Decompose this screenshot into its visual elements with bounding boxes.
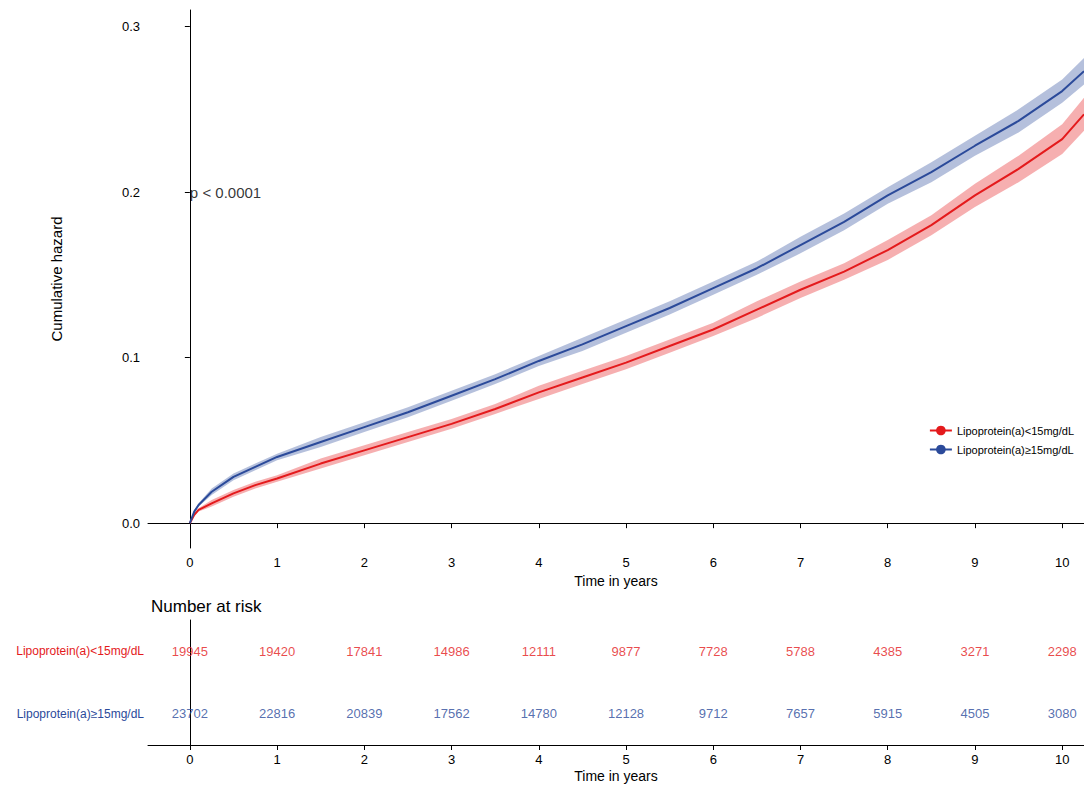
svg-text:17562: 17562 (433, 706, 469, 721)
svg-text:Lipoprotein(a)<15mg/dL: Lipoprotein(a)<15mg/dL (16, 644, 144, 658)
svg-text:6: 6 (710, 752, 717, 767)
svg-text:7: 7 (797, 752, 804, 767)
svg-text:9: 9 (971, 752, 978, 767)
svg-text:14780: 14780 (521, 706, 557, 721)
svg-text:2: 2 (361, 555, 368, 570)
svg-text:6: 6 (710, 555, 717, 570)
svg-text:Time in years: Time in years (574, 768, 658, 784)
svg-text:Lipoprotein(a)≥15mg/dL: Lipoprotein(a)≥15mg/dL (957, 444, 1074, 456)
svg-text:5: 5 (622, 555, 629, 570)
svg-text:4: 4 (535, 555, 542, 570)
svg-text:9: 9 (971, 555, 978, 570)
svg-text:Number at risk: Number at risk (151, 597, 262, 616)
svg-text:p < 0.0001: p < 0.0001 (190, 184, 261, 201)
svg-text:12128: 12128 (608, 706, 644, 721)
svg-text:19945: 19945 (172, 644, 208, 659)
svg-text:3: 3 (448, 752, 455, 767)
svg-text:5: 5 (622, 752, 629, 767)
svg-text:0.1: 0.1 (122, 350, 140, 365)
svg-text:0: 0 (186, 752, 193, 767)
svg-text:1: 1 (273, 555, 280, 570)
svg-text:2298: 2298 (1048, 644, 1077, 659)
svg-text:23702: 23702 (172, 706, 208, 721)
svg-text:10: 10 (1055, 555, 1069, 570)
svg-text:Lipoprotein(a)≥15mg/dL: Lipoprotein(a)≥15mg/dL (17, 707, 145, 721)
svg-text:4385: 4385 (873, 644, 902, 659)
svg-text:Cumulative hazard: Cumulative hazard (48, 216, 65, 341)
svg-text:1: 1 (273, 752, 280, 767)
svg-text:0.0: 0.0 (122, 516, 140, 531)
svg-text:22816: 22816 (259, 706, 295, 721)
svg-text:0.2: 0.2 (122, 185, 140, 200)
svg-text:8: 8 (884, 752, 891, 767)
svg-text:3271: 3271 (960, 644, 989, 659)
svg-text:2: 2 (361, 752, 368, 767)
svg-text:20839: 20839 (346, 706, 382, 721)
svg-text:Time in years: Time in years (574, 573, 658, 589)
svg-text:0.3: 0.3 (122, 19, 140, 34)
svg-text:19420: 19420 (259, 644, 295, 659)
svg-text:12111: 12111 (522, 644, 556, 659)
svg-text:9712: 9712 (699, 706, 728, 721)
svg-text:3080: 3080 (1048, 706, 1077, 721)
svg-text:7: 7 (797, 555, 804, 570)
svg-text:0: 0 (186, 555, 193, 570)
svg-text:7657: 7657 (786, 706, 815, 721)
svg-text:17841: 17841 (346, 644, 382, 659)
svg-text:7728: 7728 (699, 644, 728, 659)
svg-text:4: 4 (535, 752, 542, 767)
svg-text:5788: 5788 (786, 644, 815, 659)
svg-text:10: 10 (1055, 752, 1069, 767)
svg-text:5915: 5915 (873, 706, 902, 721)
svg-text:14986: 14986 (433, 644, 469, 659)
svg-text:8: 8 (884, 555, 891, 570)
svg-text:9877: 9877 (612, 644, 641, 659)
svg-text:4505: 4505 (960, 706, 989, 721)
svg-text:3: 3 (448, 555, 455, 570)
svg-text:Lipoprotein(a)<15mg/dL: Lipoprotein(a)<15mg/dL (957, 425, 1074, 437)
